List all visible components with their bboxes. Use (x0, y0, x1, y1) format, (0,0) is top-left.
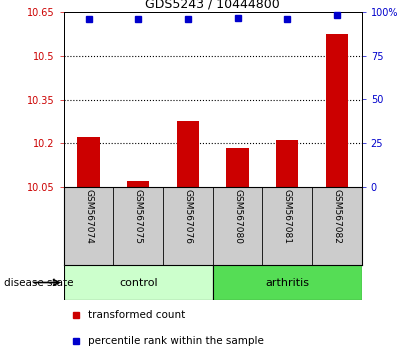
Text: disease state: disease state (4, 278, 74, 287)
Text: control: control (119, 278, 157, 287)
Text: GSM567074: GSM567074 (84, 189, 93, 244)
Title: GDS5243 / 10444800: GDS5243 / 10444800 (145, 0, 280, 11)
Text: transformed count: transformed count (88, 310, 185, 320)
Bar (213, 265, 362, 300)
Bar (77, 137, 100, 187)
Bar (326, 34, 348, 187)
Text: GSM567075: GSM567075 (134, 189, 143, 244)
Text: GSM567076: GSM567076 (183, 189, 192, 244)
Bar (276, 140, 298, 187)
Text: GSM567081: GSM567081 (283, 189, 292, 244)
Bar (127, 181, 149, 187)
Text: GSM567082: GSM567082 (332, 189, 342, 244)
Bar (177, 121, 199, 187)
Text: percentile rank within the sample: percentile rank within the sample (88, 336, 263, 346)
Text: arthritis: arthritis (265, 278, 309, 287)
Bar (64, 265, 213, 300)
Bar (226, 148, 249, 187)
Text: GSM567080: GSM567080 (233, 189, 242, 244)
